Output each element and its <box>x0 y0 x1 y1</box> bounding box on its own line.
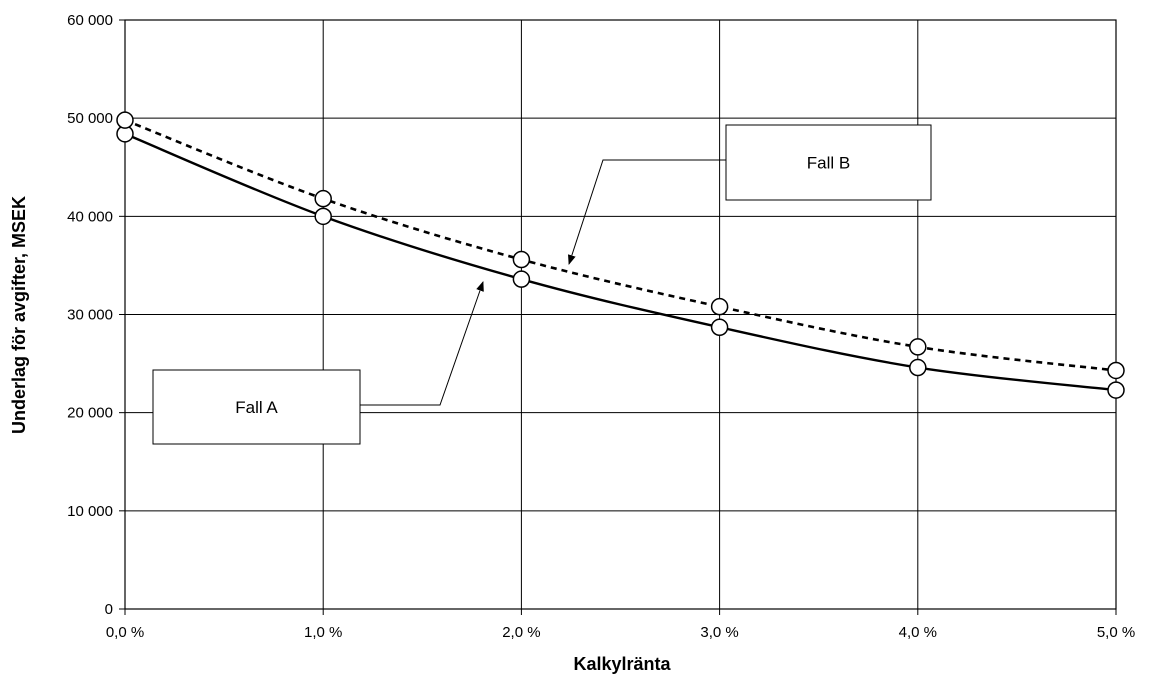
y-tick-label: 0 <box>105 601 113 618</box>
data-point-fall-b <box>116 111 134 129</box>
x-tick-label: 5,0 % <box>1097 624 1135 641</box>
series-line-fall-a <box>124 132 1117 392</box>
data-point-fall-b <box>314 189 332 208</box>
data-point-fall-a <box>1107 381 1125 399</box>
data-point-fall-a <box>909 358 927 377</box>
y-tick-labels: 0 10 000 20 000 30 000 40 000 50 000 60 000 <box>67 12 113 618</box>
annotation-box-fall-b <box>725 124 932 201</box>
y-tick-label: 50 000 <box>67 110 113 127</box>
annotation-label-fall-a: Fall A <box>235 398 278 417</box>
data-point-fall-b <box>909 338 927 356</box>
annotation-arrow-fall-a <box>360 281 484 406</box>
data-point-fall-a <box>710 318 729 337</box>
x-tick-label: 4,0 % <box>899 624 937 641</box>
data-point-fall-a <box>512 270 531 288</box>
x-tick-label: 2,0 % <box>502 624 540 641</box>
annotation-arrow-fall-b <box>567 159 726 265</box>
x-tick-label: 0,0 % <box>106 624 144 641</box>
data-point-fall-a <box>314 207 332 226</box>
gridlines <box>124 19 1117 610</box>
annotations: Fall A Fall B <box>152 124 932 445</box>
data-point-fall-b <box>512 250 531 269</box>
y-tick-label: 40 000 <box>67 208 113 225</box>
y-tick-label: 20 000 <box>67 405 113 422</box>
data-point-fall-b <box>710 297 729 316</box>
axes <box>119 19 1117 615</box>
y-tick-label: 10 000 <box>67 503 113 520</box>
x-tick-label: 3,0 % <box>700 624 738 641</box>
x-axis-title: Kalkylränta <box>573 654 671 674</box>
series-line-fall-b <box>124 118 1117 372</box>
annotation-label-fall-b: Fall B <box>807 154 850 173</box>
y-axis-title: Underlag för avgifter, MSEK <box>9 196 29 434</box>
x-tick-labels: 0,0 % 1,0 % 2,0 % 3,0 % 4,0 % 5,0 % <box>106 624 1135 641</box>
y-tick-label: 60 000 <box>67 12 113 29</box>
data-point-fall-b <box>1107 361 1125 380</box>
x-tick-label: 1,0 % <box>304 624 342 641</box>
series <box>116 111 1125 399</box>
annotation-box-fall-a <box>152 369 361 445</box>
y-tick-label: 30 000 <box>67 307 113 324</box>
plot-frame <box>124 19 1117 610</box>
